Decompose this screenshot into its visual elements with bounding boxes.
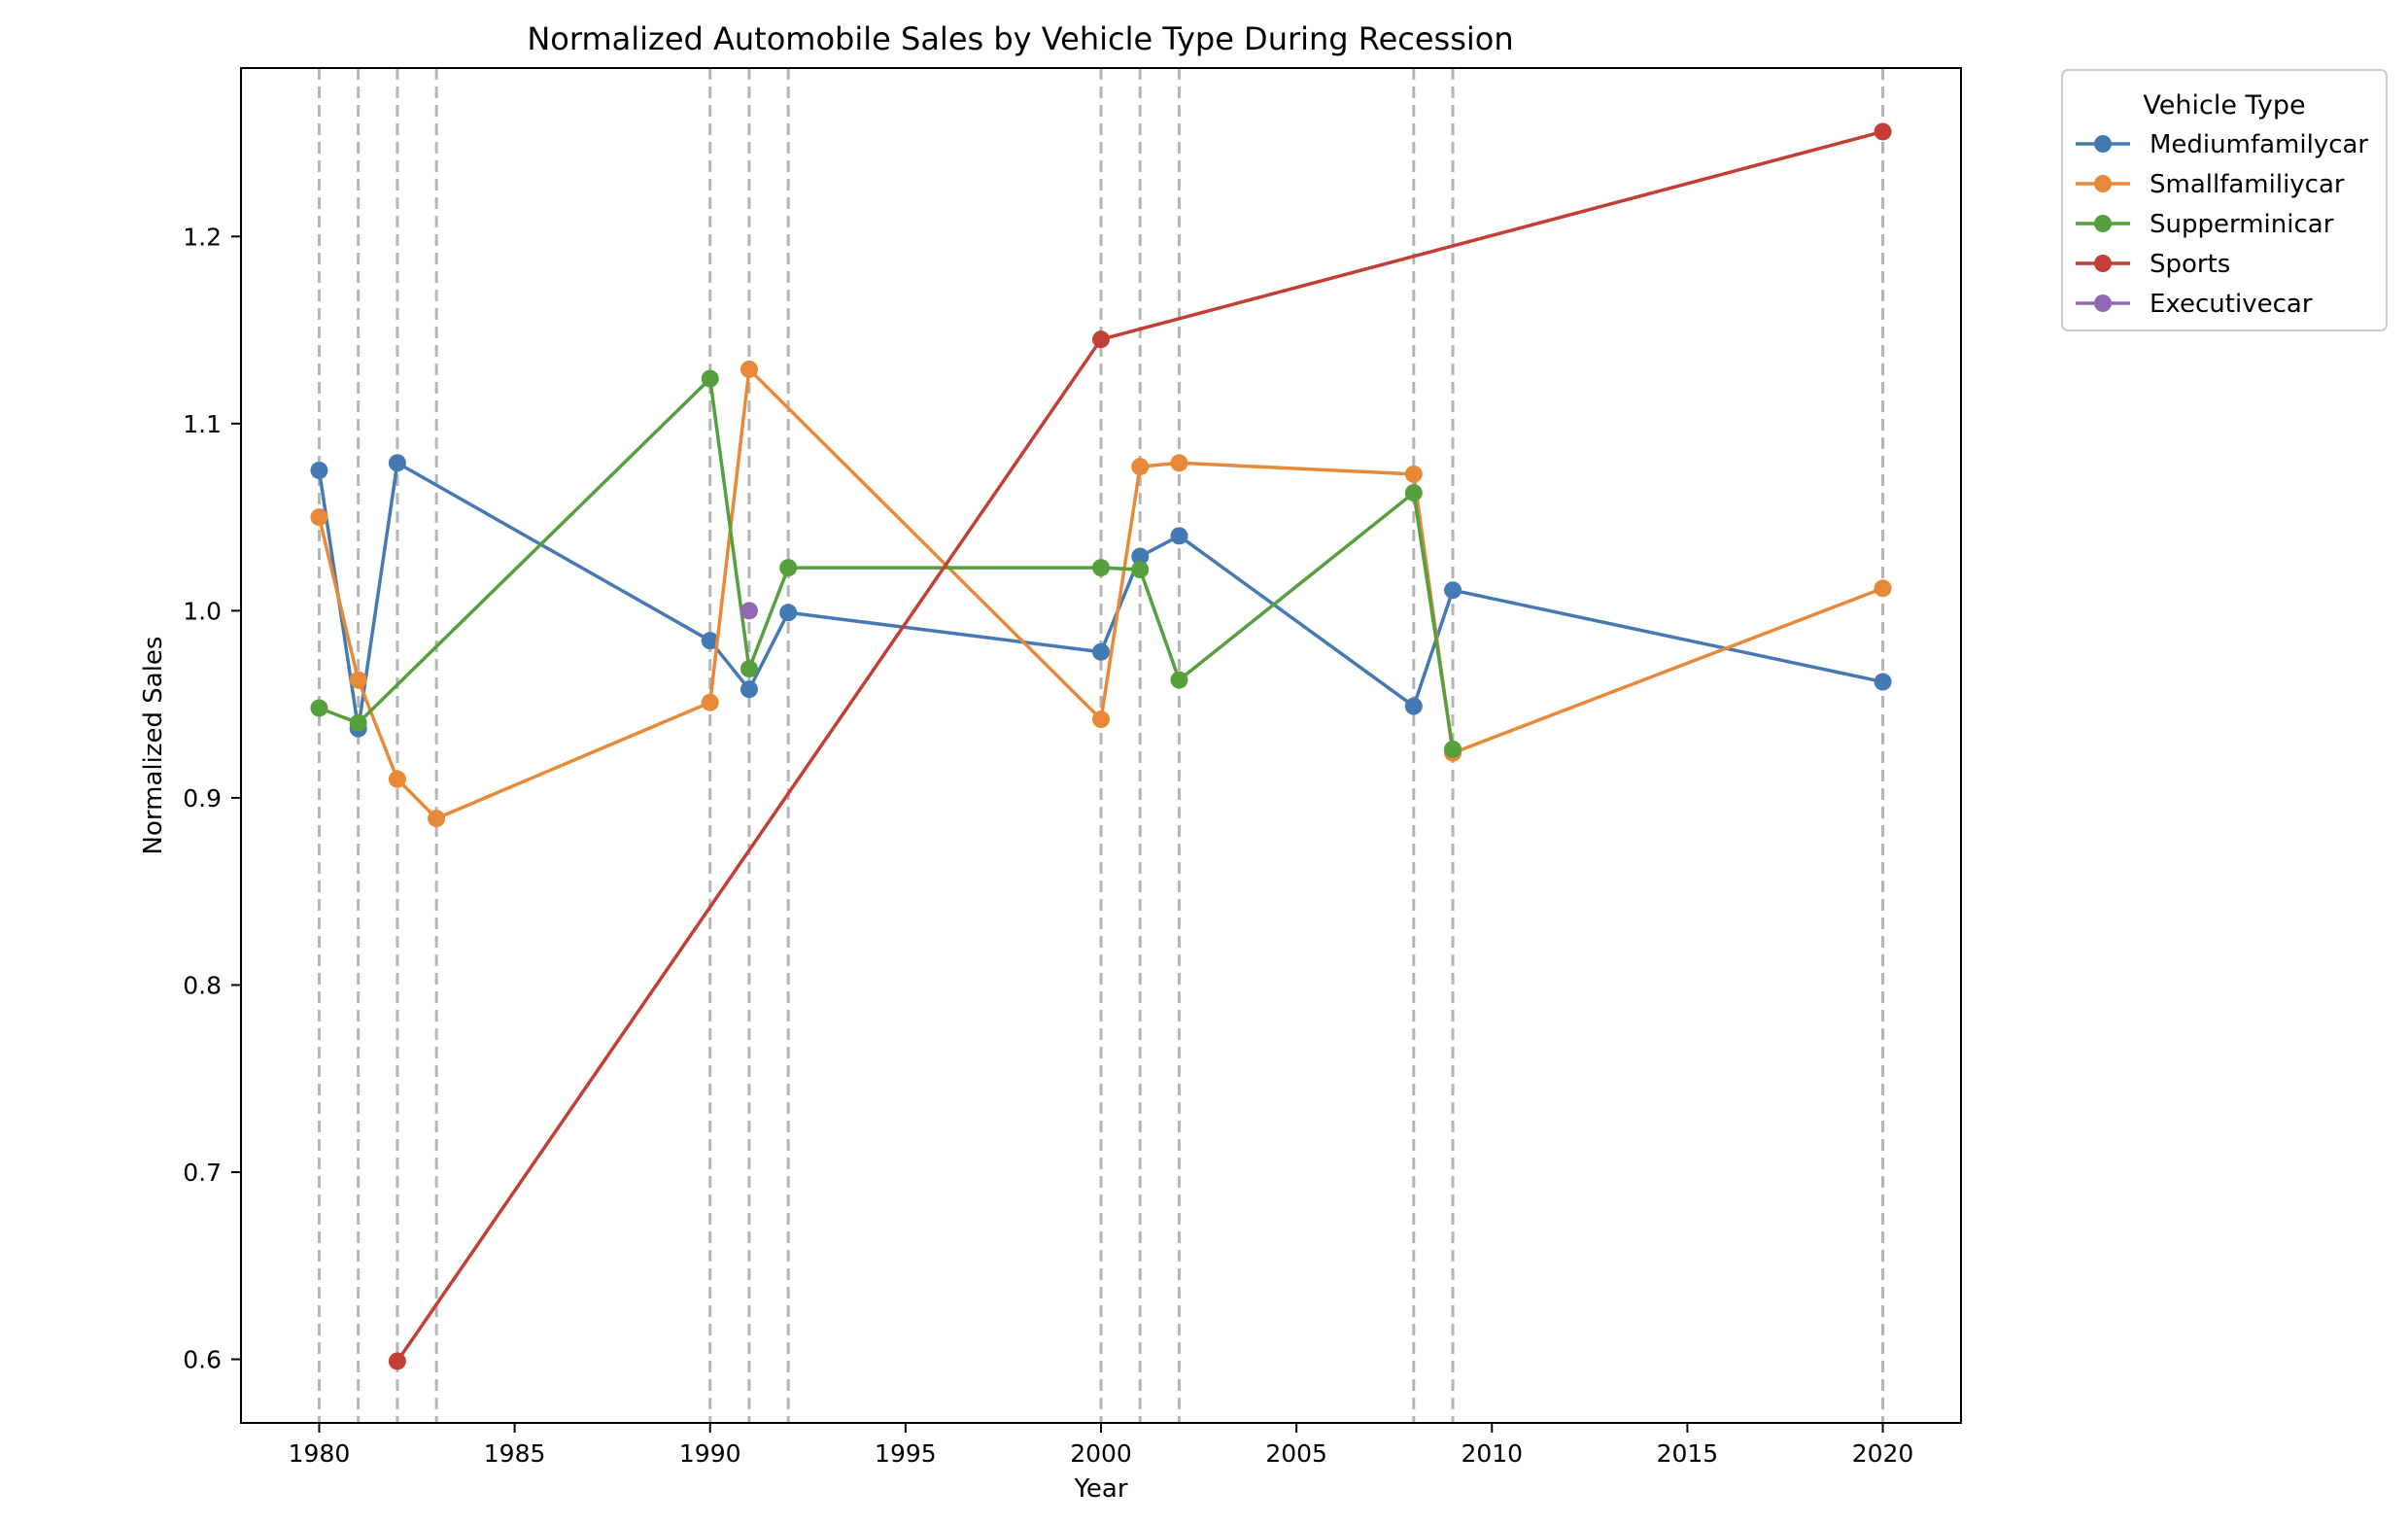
legend-swatch-marker <box>2094 175 2112 192</box>
data-point-sports <box>388 1352 406 1370</box>
data-point-mediumfamilycar <box>1170 527 1188 545</box>
data-point-mediumfamilycar <box>740 680 758 699</box>
data-point-supperminicar <box>1092 559 1110 577</box>
x-axis: 1980 1985 1990 1995 2000 2005 2010 2015 2020 <box>289 1423 1914 1468</box>
data-point-mediumfamilycar <box>1131 547 1150 566</box>
x-tick-label: 2010 <box>1461 1439 1523 1468</box>
data-point-smallfamiliycar <box>740 360 758 378</box>
legend-swatch-marker <box>2094 215 2112 232</box>
data-point-supperminicar <box>779 559 798 577</box>
data-point-supperminicar <box>310 699 328 717</box>
legend-label: Supperminicar <box>2150 210 2334 239</box>
data-point-smallfamiliycar <box>349 671 367 689</box>
x-tick-label: 2015 <box>1657 1439 1719 1468</box>
y-axis-label: Normalized Sales <box>139 637 168 855</box>
x-tick-label: 1980 <box>289 1439 351 1468</box>
legend-swatch-marker <box>2094 294 2112 312</box>
y-tick-label: 1.0 <box>183 597 222 625</box>
series-mediumfamilycar <box>310 454 1892 738</box>
legend-swatch-marker <box>2094 135 2112 153</box>
series-line-smallfamiliycar <box>317 367 1884 820</box>
legend-box <box>2061 69 2388 331</box>
data-point-mediumfamilycar <box>701 632 719 650</box>
data-point-sports <box>1874 122 1892 141</box>
data-point-supperminicar <box>701 369 719 388</box>
data-point-mediumfamilycar <box>310 461 328 479</box>
x-tick-label: 1985 <box>484 1439 546 1468</box>
data-point-supperminicar <box>740 660 758 678</box>
series-layer <box>310 122 1892 1370</box>
x-tick-label: 2000 <box>1070 1439 1132 1468</box>
series-smallfamiliycar <box>310 360 1892 828</box>
data-point-smallfamiliycar <box>1874 579 1892 598</box>
series-supperminicar <box>310 369 1462 758</box>
legend-item-sports: Sports <box>2076 250 2230 279</box>
series-line-mediumfamilycar <box>317 461 1883 731</box>
data-point-mediumfamilycar <box>1444 581 1462 600</box>
data-point-supperminicar <box>349 713 367 732</box>
data-point-mediumfamilycar <box>388 454 406 472</box>
data-point-smallfamiliycar <box>701 693 719 711</box>
legend-label: Smallfamiliycar <box>2150 170 2345 199</box>
data-point-mediumfamilycar <box>1404 697 1423 715</box>
data-point-smallfamiliycar <box>1170 454 1188 472</box>
y-tick-label: 1.1 <box>183 410 222 438</box>
x-tick-label: 1990 <box>679 1439 741 1468</box>
y-tick-label: 1.2 <box>183 223 222 251</box>
y-tick-label: 0.8 <box>183 971 222 999</box>
y-tick-label: 0.7 <box>183 1159 222 1187</box>
data-point-smallfamiliycar <box>388 770 406 788</box>
x-tick-label: 1995 <box>875 1439 937 1468</box>
data-point-executivecar <box>740 602 758 620</box>
legend-item-smallfamiliycar: Smallfamiliycar <box>2076 170 2345 199</box>
data-point-smallfamiliycar <box>1404 465 1423 483</box>
data-point-smallfamiliycar <box>1092 710 1110 729</box>
legend: Vehicle Type Mediumfamilycar Smallfamiliy… <box>2061 69 2388 331</box>
legend-swatch-marker <box>2094 255 2112 272</box>
data-point-smallfamiliycar <box>310 508 328 527</box>
series-sports <box>388 122 1892 1370</box>
data-point-supperminicar <box>1131 561 1150 579</box>
data-point-supperminicar <box>1170 671 1188 689</box>
y-axis: 0.6 0.7 0.8 0.9 1.0 1.1 1.2 <box>183 223 241 1374</box>
chart-title: Normalized Automobile Sales by Vehicle T… <box>527 20 1513 57</box>
y-tick-label: 0.9 <box>183 784 222 813</box>
data-point-smallfamiliycar <box>1131 458 1150 476</box>
data-point-mediumfamilycar <box>779 604 798 622</box>
x-tick-label: 2005 <box>1265 1439 1327 1468</box>
data-point-smallfamiliycar <box>428 810 446 828</box>
series-executivecar <box>740 602 758 620</box>
data-point-supperminicar <box>1444 740 1462 758</box>
data-point-mediumfamilycar <box>1092 642 1110 661</box>
recession-lines <box>317 68 1885 1423</box>
series-line-supperminicar <box>318 376 1455 750</box>
legend-label: Mediumfamilycar <box>2150 130 2368 159</box>
legend-item-executivecar: Executivecar <box>2076 290 2313 319</box>
data-point-mediumfamilycar <box>1874 673 1892 691</box>
x-axis-label: Year <box>1073 1474 1127 1504</box>
legend-label: Sports <box>2150 250 2230 279</box>
data-point-sports <box>1092 330 1110 349</box>
legend-label: Executivecar <box>2150 290 2313 319</box>
x-tick-label: 2020 <box>1852 1439 1914 1468</box>
legend-item-mediumfamilycar: Mediumfamilycar <box>2076 130 2368 159</box>
legend-item-supperminicar: Supperminicar <box>2076 210 2334 239</box>
legend-items: Mediumfamilycar Smallfamiliycar Suppermini… <box>2076 130 2368 319</box>
data-point-supperminicar <box>1404 484 1423 502</box>
legend-title: Vehicle Type <box>2143 90 2305 121</box>
y-tick-label: 0.6 <box>183 1346 222 1374</box>
